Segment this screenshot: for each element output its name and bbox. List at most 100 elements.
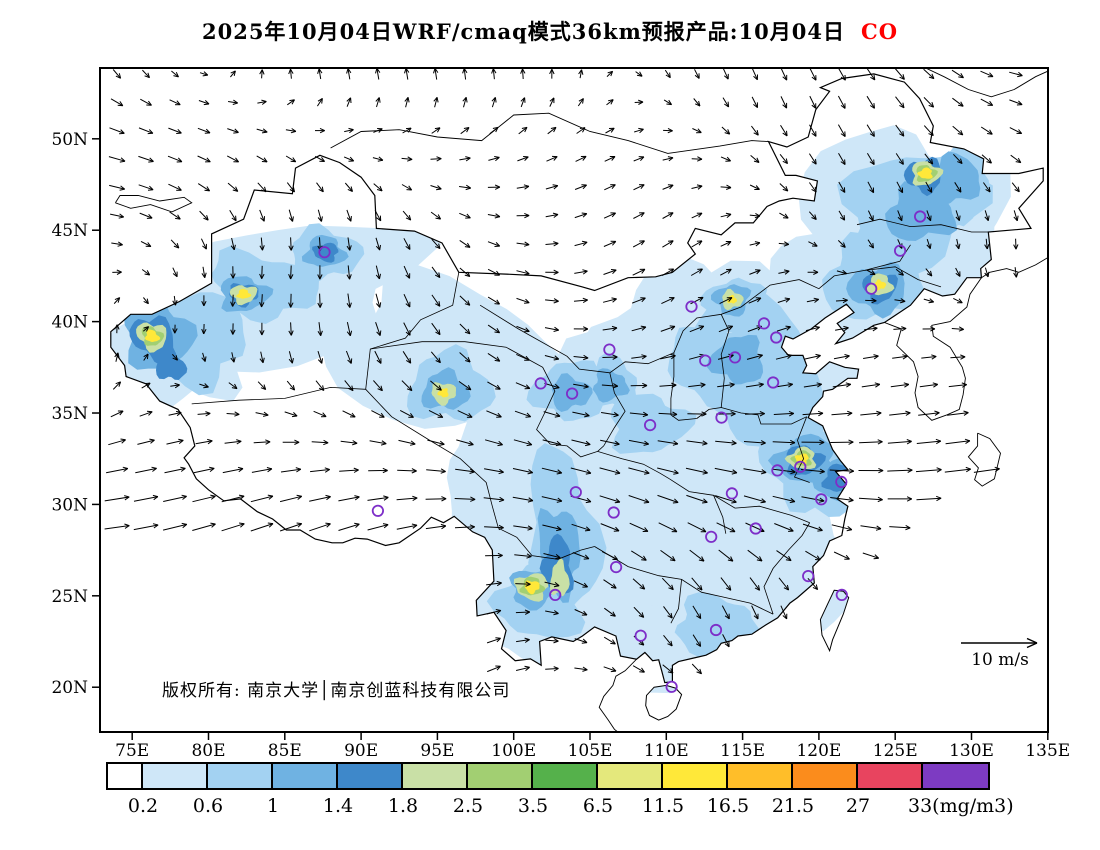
wind-arrow (462, 68, 468, 80)
wind-arrow (172, 324, 178, 334)
wind-arrow (780, 68, 788, 81)
province-border (669, 478, 810, 524)
station-marker (609, 560, 623, 574)
wind-arrow (491, 97, 497, 108)
wind-arrow (955, 210, 961, 222)
wind-arrow (344, 380, 354, 392)
wind-arrow (574, 269, 588, 275)
wind-arrow (837, 240, 846, 248)
wind-arrow (954, 182, 962, 193)
wind-arrow (715, 495, 737, 504)
wind-arrow (629, 411, 649, 418)
wind-arrow (722, 634, 730, 648)
wind-arrow (601, 383, 619, 389)
colorbar: 0.2 0.6 1 1.4 1.8 2.5 3.5 6.5 11.5 16.5 21.5 27 33(m… (106, 762, 1014, 837)
lon-tick-label: 120E (796, 741, 841, 761)
colorbar-label: 21.5 (771, 795, 815, 817)
wind-arrow (923, 125, 934, 137)
colorbar-label: 2.5 (452, 795, 484, 817)
wind-arrow (250, 494, 274, 503)
wind-arrow (491, 68, 497, 80)
wind-arrow (315, 127, 325, 134)
wind-arrow (459, 156, 471, 162)
wind-arrow (947, 410, 969, 416)
wind-arrow (285, 128, 297, 134)
wind-arrow (953, 297, 963, 304)
wind-arrow (513, 439, 533, 447)
wind-arrow (805, 325, 820, 332)
wind-arrow (433, 96, 439, 108)
wind-arrow (984, 238, 990, 250)
wind-arrow (230, 266, 236, 279)
wind-arrow (688, 382, 706, 388)
wind-arrow (750, 155, 760, 163)
wind-arrow (774, 382, 793, 388)
wind-arrow (751, 605, 759, 620)
wind-arrow (112, 69, 122, 79)
wind-arrow (602, 325, 618, 332)
wind-arrow (114, 324, 120, 334)
lon-tick-label: 115E (720, 741, 765, 761)
wind-arrow (487, 352, 501, 362)
wind-arrow (133, 494, 159, 502)
wind-arrow (484, 468, 504, 475)
wind-arrow (168, 127, 182, 134)
wind-arrow (804, 353, 821, 360)
colorbar-cell (468, 764, 533, 788)
wind-arrow (397, 468, 417, 474)
wind-arrow (687, 411, 707, 417)
wind-arrow (142, 69, 150, 79)
wind-arrow (369, 440, 387, 446)
wind-arrow (143, 353, 149, 361)
wind-arrow (516, 637, 530, 643)
wind-arrow (485, 552, 503, 559)
wind-arrow (462, 96, 468, 108)
wind-arrow (433, 68, 439, 80)
wind-arrow (835, 297, 848, 304)
station-marker (371, 504, 384, 517)
colorbar-label: 1.4 (322, 795, 354, 817)
wind-arrow (689, 325, 705, 333)
wind-arrow (106, 466, 129, 474)
wind-arrow (574, 609, 588, 616)
wind-arrow (545, 638, 559, 644)
wind-arrow (200, 238, 207, 250)
wind-arrow (487, 665, 501, 673)
wind-arrow (427, 439, 445, 446)
province-border (365, 389, 499, 529)
wind-arrow (542, 524, 562, 532)
neighbor-coastline (924, 68, 1048, 98)
wind-arrow (808, 211, 817, 220)
colorbar-label: 0.6 (192, 795, 224, 817)
wind-arrow (575, 155, 587, 162)
colorbar-label: 6.5 (582, 795, 614, 817)
wind-arrow (425, 523, 447, 530)
wind-arrow (346, 237, 352, 251)
wind-arrow (543, 553, 561, 560)
wind-arrow (199, 71, 209, 77)
wind-arrow (288, 351, 294, 364)
wind-arrow (802, 410, 824, 417)
wind-arrow (288, 322, 294, 336)
wind-arrow (573, 297, 588, 304)
province-border (763, 522, 811, 615)
colorbar-cell (273, 764, 338, 788)
wind-arrow (549, 97, 555, 107)
wind-arrow (921, 354, 937, 360)
station-marker (643, 418, 657, 432)
wind-arrow (317, 209, 323, 222)
wind-arrow (984, 210, 990, 222)
wind-arrow (138, 184, 154, 191)
wind-arrow (169, 99, 181, 106)
wind-arrow (516, 270, 530, 276)
wind-arrow (808, 241, 818, 247)
wind-arrow (628, 439, 649, 446)
station-marker (749, 522, 762, 535)
wind-arrow (172, 295, 178, 306)
wind-arrow (574, 212, 588, 219)
wind-arrow (514, 410, 532, 418)
wind-arrow (545, 269, 559, 275)
wind-arrow (431, 127, 441, 134)
wind-arrow (167, 155, 183, 163)
colorbar-label: 27 (845, 795, 871, 817)
